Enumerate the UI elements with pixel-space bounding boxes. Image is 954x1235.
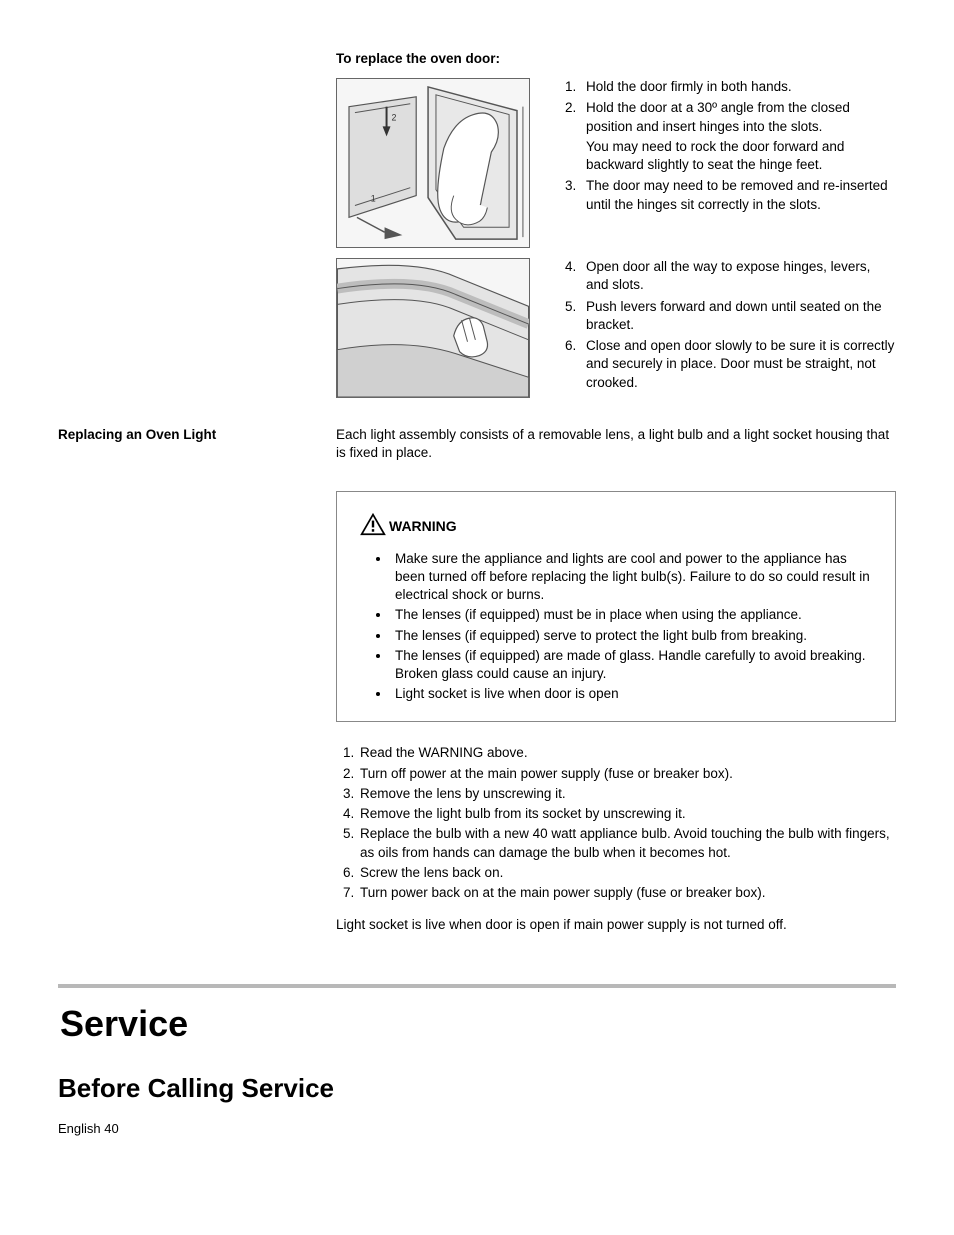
service-heading: Service: [60, 1000, 896, 1049]
before-calling-heading: Before Calling Service: [58, 1071, 896, 1106]
list-item: Remove the light bulb from its socket by…: [358, 805, 896, 823]
list-item: The door may need to be removed and re-i…: [580, 177, 896, 213]
list-item: Hold the door at a 30º angle from the cl…: [580, 99, 896, 174]
door-illustration-2: [336, 258, 530, 398]
list-item: Push levers forward and down until seate…: [580, 298, 896, 334]
list-item: Hold the door firmly in both hands.: [580, 78, 896, 96]
list-item: Open door all the way to expose hinges, …: [580, 258, 896, 294]
warning-icon: [359, 512, 387, 536]
section-divider: [58, 984, 896, 988]
oven-light-intro: Each light assembly consists of a remova…: [336, 426, 896, 462]
door-steps-list-b: Open door all the way to expose hinges, …: [552, 258, 896, 392]
door-steps-list-a: Hold the door firmly in both hands. Hold…: [552, 78, 896, 214]
list-item: Remove the lens by unscrewing it.: [358, 785, 896, 803]
page-footer: English 40: [58, 1120, 896, 1138]
list-item: Replace the bulb with a new 40 watt appl…: [358, 825, 896, 861]
oven-light-steps: Read the WARNING above. Turn off power a…: [336, 744, 896, 902]
oven-light-section: Replacing an Oven Light Each light assem…: [58, 426, 896, 944]
list-item: The lenses (if equipped) serve to protec…: [391, 627, 873, 645]
illus-label-1: 1: [371, 194, 376, 204]
list-item: Light socket is live when door is open: [391, 685, 873, 703]
warning-list: Make sure the appliance and lights are c…: [359, 550, 873, 704]
list-item: The lenses (if equipped) must be in plac…: [391, 606, 873, 624]
list-item: Turn power back on at the main power sup…: [358, 884, 896, 902]
list-item: The lenses (if equipped) are made of gla…: [391, 647, 873, 683]
illus-label-2: 2: [391, 113, 396, 123]
list-item: Make sure the appliance and lights are c…: [391, 550, 873, 605]
oven-light-note: Light socket is live when door is open i…: [336, 916, 896, 934]
oven-light-side-heading: Replacing an Oven Light: [58, 427, 216, 442]
replace-door-heading: To replace the oven door:: [336, 50, 896, 68]
list-item: Read the WARNING above.: [358, 744, 896, 762]
list-item: Turn off power at the main power supply …: [358, 765, 896, 783]
replace-door-section: To replace the oven door: 1 2: [58, 50, 896, 398]
list-item: Screw the lens back on.: [358, 864, 896, 882]
warning-box: WARNING Make sure the appliance and ligh…: [336, 491, 896, 723]
door-illustration-1: 1 2: [336, 78, 530, 248]
list-item: Close and open door slowly to be sure it…: [580, 337, 896, 392]
warning-label: WARNING: [389, 517, 457, 536]
